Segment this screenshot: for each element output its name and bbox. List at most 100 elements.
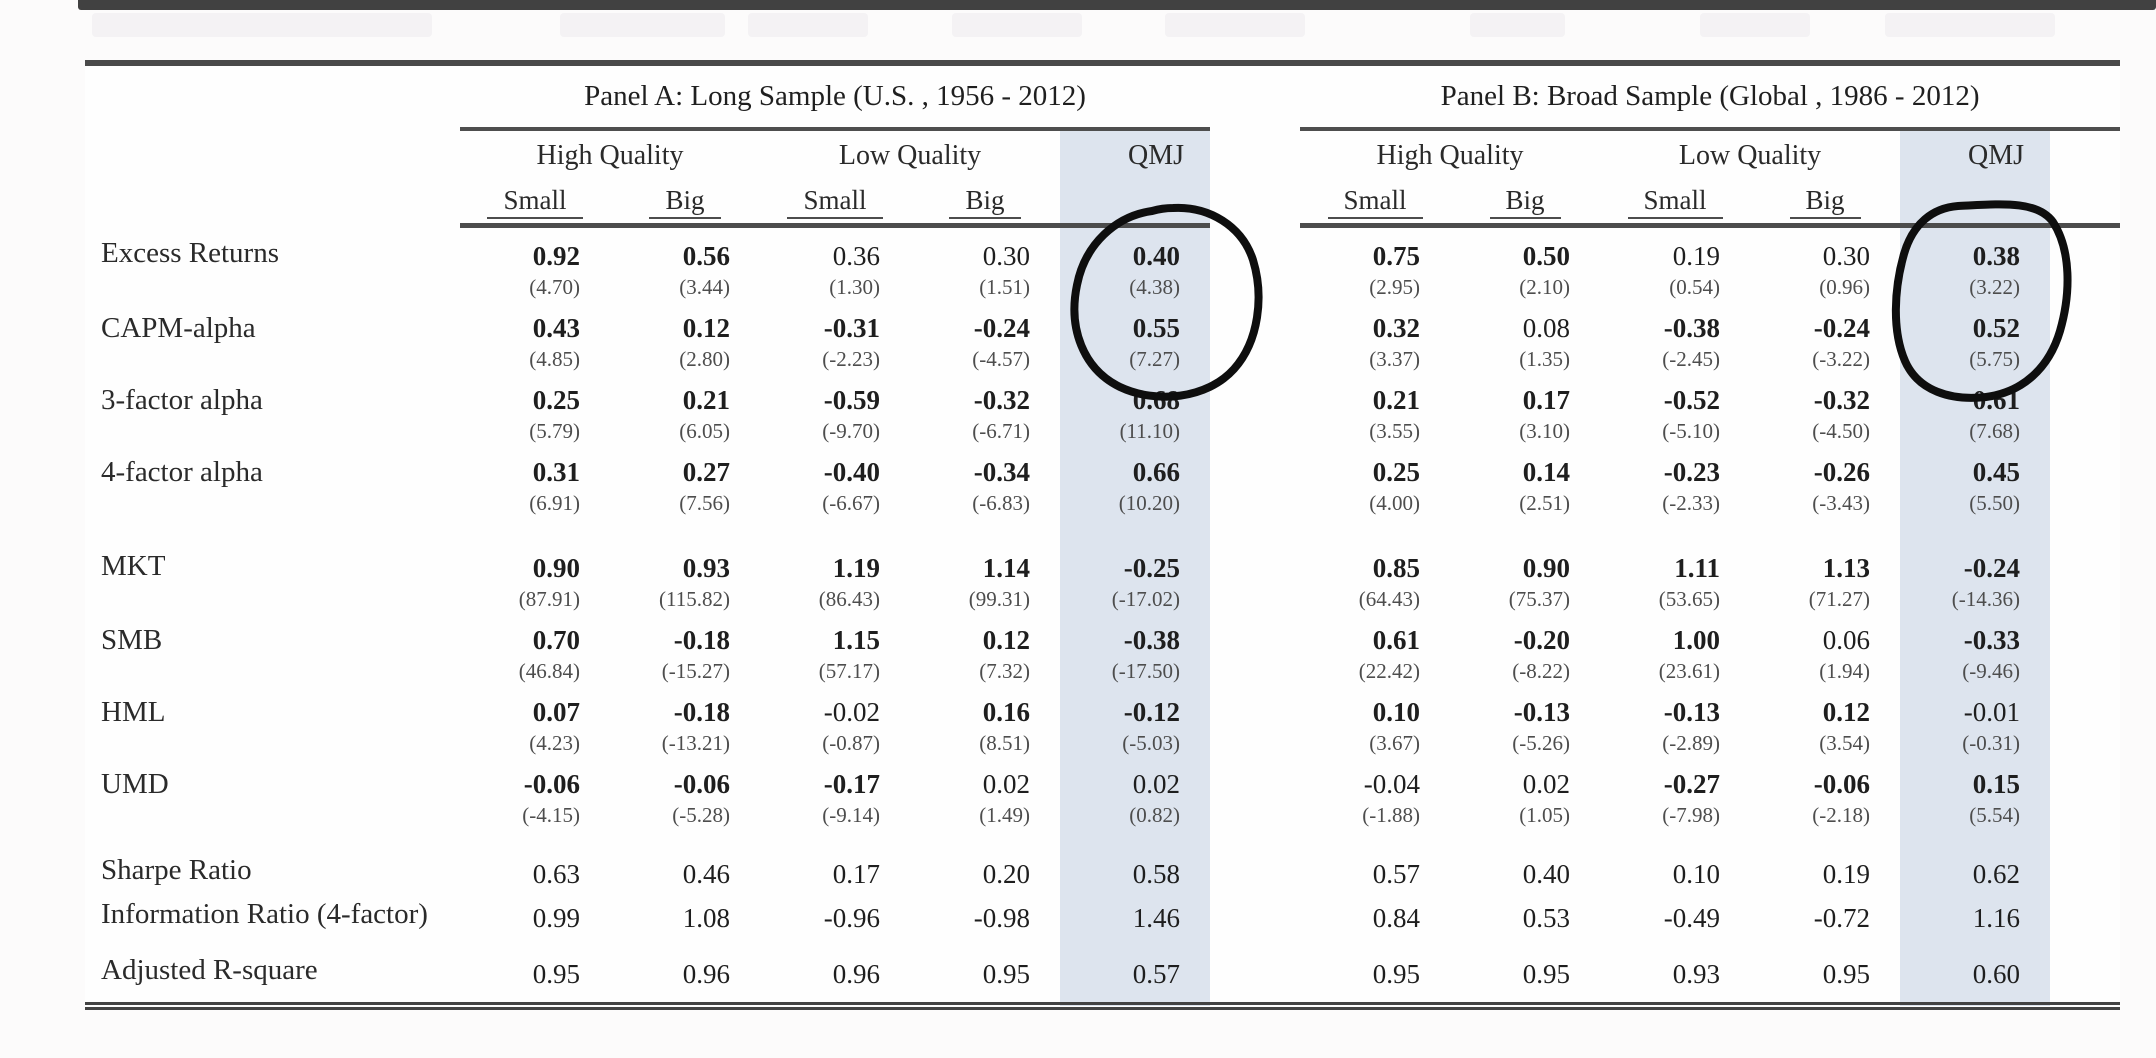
panel-title-row: Panel A: Long Sample (U.S. , 1956 - 2012… — [85, 63, 2121, 131]
cell-value: -0.52 — [1663, 384, 1721, 415]
table-cell: 0.50 (2.10) — [1450, 225, 1600, 300]
cell-tstat: (5.75) — [1969, 346, 2021, 371]
cell-value: 0.19 — [1822, 858, 1871, 889]
cell-tstat: (-13.21) — [661, 730, 730, 755]
table-cell: -0.06 (-2.18) — [1750, 756, 1900, 828]
table-cell: 0.06 (1.94) — [1750, 612, 1900, 684]
table-cell: 0.07 (4.23) — [460, 684, 610, 756]
right-pad — [2050, 894, 2120, 938]
cell-value: -0.18 — [673, 696, 730, 727]
panel-gap — [1210, 372, 1300, 444]
cell-value: 0.85 — [1372, 552, 1421, 583]
table-cell: -0.34 (-6.83) — [910, 444, 1060, 516]
cell-value: 0.10 — [1672, 858, 1721, 889]
cell-value: -0.04 — [1363, 768, 1421, 799]
cell-value: -0.32 — [973, 384, 1030, 415]
size-header-row: Small Big Small Big Small Big Small Big — [85, 181, 2121, 228]
panel-gap — [1210, 63, 1300, 129]
cell-value: 0.12 — [1822, 696, 1871, 727]
blurred-remnant — [560, 13, 725, 37]
right-pad — [2050, 444, 2120, 516]
table-cell: 1.11 (53.65) — [1600, 516, 1750, 612]
cell-value: 0.27 — [682, 456, 730, 487]
panel-a-high-quality-header: High Quality — [536, 140, 684, 171]
row-label: Sharpe Ratio — [101, 853, 252, 886]
table-cell: -0.20 (-8.22) — [1450, 612, 1600, 684]
empty-corner — [85, 63, 460, 129]
table-cell: -0.26 (-3.43) — [1750, 444, 1900, 516]
cell-value: 0.38 — [1972, 240, 2021, 271]
table-cell: 0.61 (22.42) — [1300, 612, 1450, 684]
blurred-remnant — [1165, 13, 1305, 37]
cell-value: 0.95 — [1372, 958, 1421, 989]
table-cell: -0.17 (-9.14) — [760, 756, 910, 828]
table-cell: -0.13 (-5.26) — [1450, 684, 1600, 756]
qmj-cell: 0.40 (4.38) — [1060, 225, 1211, 300]
table-body: Excess Returns 0.92 (4.70) 0.56 (3.44) 0.36 (1… — [85, 225, 2120, 1006]
cell-value: 1.08 — [682, 902, 730, 933]
qmj-cell: 0.57 — [1060, 937, 1211, 1006]
cell-value: -0.24 — [973, 312, 1030, 343]
cell-tstat: (99.31) — [968, 586, 1030, 611]
cell-value: 0.90 — [1522, 552, 1571, 583]
table-cell: 0.63 — [460, 828, 610, 894]
table-row: UMD -0.06 (-4.15) -0.06 (-5.28) -0.17 (-9.14) 0… — [85, 755, 2120, 828]
qmj-cell: -0.38 (-17.50) — [1060, 611, 1211, 684]
big-header: Big — [1450, 181, 1601, 228]
cell-value: 0.68 — [1132, 384, 1181, 415]
cell-tstat: (2.51) — [1519, 490, 1571, 515]
blurred-remnant — [1885, 13, 2055, 37]
table-cell: 1.15 (57.17) — [760, 612, 910, 684]
cell-value: -0.96 — [823, 902, 880, 933]
cell-tstat: (5.79) — [529, 418, 580, 443]
cell-value: 0.40 — [1522, 858, 1571, 889]
cell-tstat: (1.49) — [979, 802, 1030, 827]
cell-tstat: (23.61) — [1658, 658, 1721, 683]
quality-minus-junk-table: Panel A: Long Sample (U.S. , 1956 - 2012… — [85, 60, 2121, 1010]
table-cell: 0.96 — [610, 938, 760, 1006]
cell-value: 0.06 — [1822, 624, 1871, 655]
blurred-remnant — [92, 13, 432, 37]
table-cell: 0.12 (3.54) — [1750, 684, 1900, 756]
cell-tstat: (-3.22) — [1812, 346, 1871, 371]
right-pad — [2050, 684, 2120, 756]
cell-tstat: (8.51) — [979, 730, 1030, 755]
cell-value: 0.17 — [832, 858, 880, 889]
cell-value: 0.95 — [532, 958, 580, 989]
table-cell: 0.57 — [1300, 828, 1450, 894]
cell-value: 0.99 — [532, 902, 580, 933]
table-cell: 1.13 (71.27) — [1750, 516, 1900, 612]
table-cell: 0.12 (7.32) — [910, 612, 1060, 684]
cell-value: 0.02 — [1522, 768, 1571, 799]
cell-tstat: (10.20) — [1118, 490, 1181, 515]
panel-gap — [1210, 756, 1300, 828]
cell-tstat: (71.27) — [1808, 586, 1871, 611]
table-cell: 0.95 — [1750, 938, 1900, 1006]
qmj-cell: 0.38 (3.22) — [1900, 225, 2051, 300]
table-cell: -0.23 (-2.33) — [1600, 444, 1750, 516]
cell-tstat: (115.82) — [659, 586, 730, 611]
cell-value: 0.12 — [682, 312, 730, 343]
table-cell: 0.19 — [1750, 828, 1900, 894]
qmj-cell: -0.33 (-9.46) — [1900, 611, 2051, 684]
cell-value: -0.02 — [823, 696, 880, 727]
row-label: Information Ratio (4-factor) — [101, 897, 428, 930]
cell-tstat: (-0.31) — [1962, 730, 2021, 755]
cell-tstat: (-6.67) — [822, 490, 880, 515]
qmj-cell: -0.25 (-17.02) — [1060, 515, 1211, 612]
cell-tstat: (6.91) — [529, 490, 580, 515]
table-cell: 0.02 (1.49) — [910, 756, 1060, 828]
table-cell: 0.32 (3.37) — [1300, 300, 1450, 372]
blurred-remnant — [1700, 13, 1810, 37]
panel-a-title: Panel A: Long Sample (U.S. , 1956 - 2012… — [460, 63, 1211, 131]
panel-gap — [1210, 938, 1300, 1006]
table-cell: -0.98 — [910, 894, 1060, 938]
cell-tstat: (87.91) — [518, 586, 580, 611]
cell-value: 0.16 — [982, 696, 1030, 727]
qmj-cell: 0.02 (0.82) — [1060, 755, 1211, 828]
cell-value: -0.12 — [1123, 696, 1181, 727]
table-cell: -0.52 (-5.10) — [1600, 372, 1750, 444]
cell-value: 0.02 — [982, 768, 1030, 799]
cell-value: 0.92 — [532, 240, 580, 271]
qmj-cell: 0.68 (11.10) — [1060, 371, 1211, 444]
